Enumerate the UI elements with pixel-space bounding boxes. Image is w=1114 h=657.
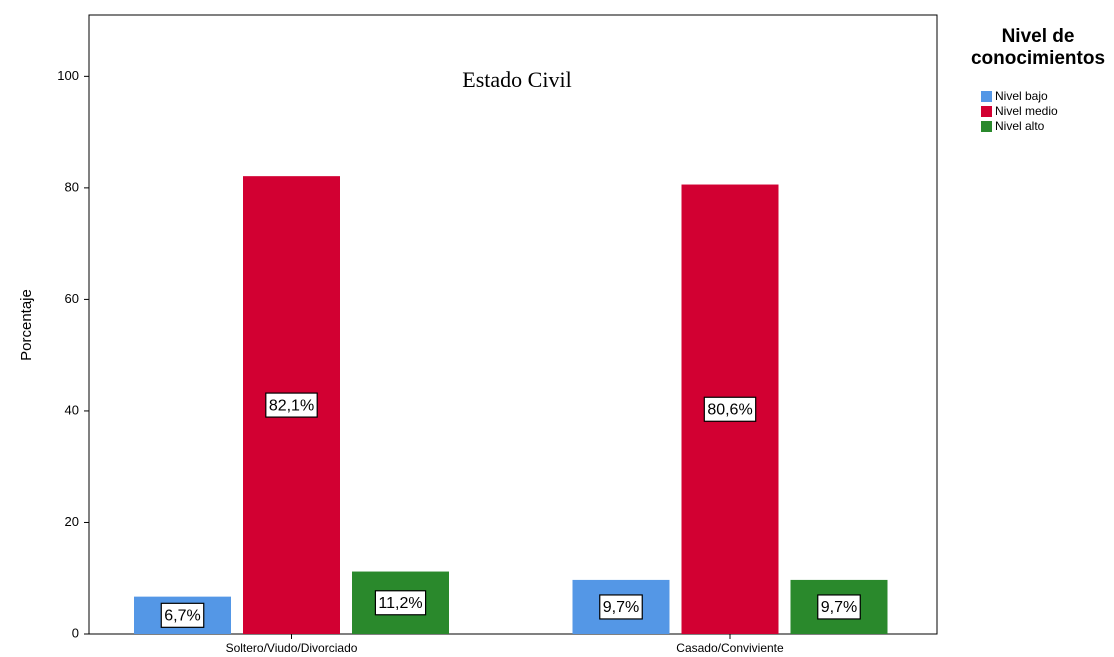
legend-label: Nivel bajo: [995, 89, 1048, 103]
value-label: 11,2%: [378, 595, 422, 612]
y-tick-label: 80: [65, 179, 79, 194]
value-label-box: [374, 590, 427, 616]
legend-swatch: [981, 121, 992, 132]
legend-swatch: [981, 91, 992, 102]
value-label-box: [160, 602, 205, 628]
y-tick-label: 60: [65, 291, 79, 306]
value-label: 80,6%: [707, 401, 752, 418]
y-tick-label: 20: [65, 514, 79, 529]
value-label: 9,7%: [821, 599, 857, 616]
legend-label: Nivel alto: [995, 119, 1045, 133]
x-tick-label: Soltero/Viudo/Divorciado: [226, 641, 358, 655]
value-label-box: [265, 392, 318, 418]
chart-title: Estado Civil: [462, 67, 571, 92]
legend-label: Nivel medio: [995, 104, 1058, 118]
value-label-box: [817, 594, 861, 620]
x-tick-label: Casado/Conviviente: [676, 641, 784, 655]
value-label-box: [599, 594, 643, 620]
legend-title: Nivel de conocimientos: [970, 26, 1106, 69]
y-tick-label: 40: [65, 402, 79, 417]
y-tick-label: 0: [72, 625, 79, 640]
legend-swatch: [981, 106, 992, 117]
plot-frame: [88, 14, 938, 635]
legend-area: [938, 14, 1114, 169]
value-label: 82,1%: [269, 397, 314, 414]
y-axis-label: Porcentaje: [18, 289, 35, 361]
value-label: 6,7%: [164, 608, 200, 625]
value-label: 9,7%: [603, 599, 639, 616]
y-tick-label: 100: [57, 68, 79, 83]
value-label-box: [703, 396, 757, 422]
